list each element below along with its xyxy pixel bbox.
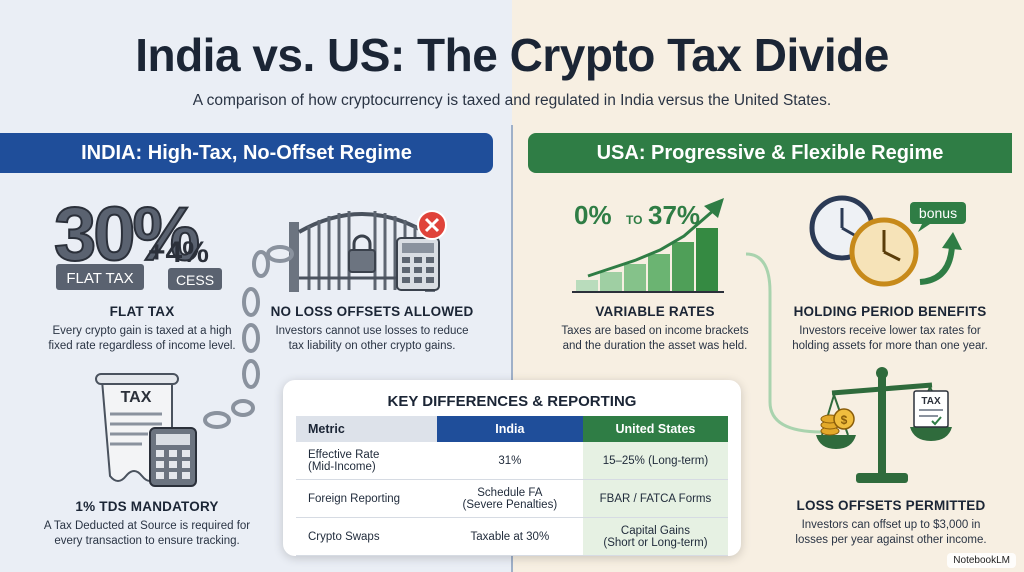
holding-heading: HOLDING PERIOD BENEFITS [793, 304, 987, 319]
rate-low-text: 0% [574, 200, 612, 230]
holding-period-feature: HOLDING PERIOD BENEFITS Investors receiv… [770, 304, 1010, 354]
india-cell: Taxable at 30% [436, 517, 583, 556]
scale-tax-label: TAX [921, 396, 941, 407]
plus-cess-text: +4% [148, 236, 209, 269]
variable-rates-desc-line1: Taxes are based on income brackets [561, 325, 749, 337]
loss-offsets-desc-line2: losses per year against other income. [795, 534, 987, 546]
loss-offsets-desc-line1: Investors can offset up to $3,000 in [801, 519, 981, 531]
bonus-label: bonus [919, 205, 957, 221]
india-line: 31% [498, 454, 522, 467]
tds-document-icon: TAX [95, 373, 197, 487]
us-cell: 15–25% (Long-term) [582, 442, 728, 480]
india-cell: Schedule FA (Severe Penalties) [436, 479, 583, 518]
us-line: 15–25% (Long-term) [602, 454, 709, 467]
india-line: Schedule FA [477, 486, 543, 499]
header-us: United States [582, 416, 728, 442]
tds-feature: 1% TDS MANDATORY A Tax Deducted at Sourc… [22, 499, 272, 549]
us-line: (Short or Long-term) [603, 536, 708, 549]
table-row: Crypto Swaps Taxable at 30% Capital Gain… [296, 517, 728, 556]
table-header-row: Metric India United States [296, 416, 728, 442]
key-differences-title: KEY DIFFERENCES & REPORTING [387, 393, 637, 410]
tds-heading: 1% TDS MANDATORY [75, 499, 219, 514]
metric-cell: Foreign Reporting [296, 479, 437, 518]
tds-tax-label: TAX [121, 389, 152, 406]
holding-desc-line2: holding assets for more than one year. [792, 340, 988, 352]
page-subtitle: A comparison of how cryptocurrency is ta… [192, 92, 832, 109]
no-loss-desc-line2: tax liability on other crypto gains. [288, 340, 456, 352]
india-banner: INDIA: High-Tax, No-Offset Regime [0, 133, 493, 173]
india-line: (Severe Penalties) [462, 498, 558, 511]
variable-rates-heading: VARIABLE RATES [595, 304, 715, 319]
flat-tax-tag: FLAT TAX [66, 270, 133, 287]
tds-desc-line2: every transaction to ensure tracking. [54, 535, 240, 547]
svg-text:$: $ [841, 413, 848, 427]
tds-desc-line1: A Tax Deducted at Source is required for [43, 520, 251, 532]
no-loss-offsets-feature: NO LOSS OFFSETS ALLOWED Investors cannot… [252, 304, 492, 354]
metric-line: Crypto Swaps [308, 530, 380, 543]
header-metric: Metric [296, 416, 437, 442]
usa-banner: USA: Progressive & Flexible Regime [528, 133, 1012, 173]
holding-period-clock-icon: bonus [809, 195, 966, 287]
table-row: Effective Rate (Mid-Income) 31% 15–25% (… [296, 442, 728, 480]
flat-tax-desc-line2: fixed rate regardless of income level. [48, 340, 236, 352]
loss-offsets-feature: LOSS OFFSETS PERMITTED Investors can off… [762, 498, 1020, 548]
us-line: FBAR / FATCA Forms [599, 492, 712, 505]
metric-line: (Mid-Income) [308, 460, 376, 473]
variable-rates-icon: 0% TO 37% [572, 198, 724, 293]
cess-tag: CESS [176, 272, 214, 288]
metric-cell: Effective Rate (Mid-Income) [296, 442, 437, 480]
us-cell: Capital Gains (Short or Long-term) [582, 517, 728, 556]
flat-tax-heading: FLAT TAX [109, 304, 175, 319]
rate-high-text: 37% [648, 200, 700, 230]
metric-line: Effective Rate [308, 448, 380, 461]
no-loss-desc-line1: Investors cannot use losses to reduce [275, 325, 469, 337]
center-divider [511, 125, 513, 572]
metric-line: Foreign Reporting [308, 492, 401, 505]
rate-to-text: TO [626, 213, 642, 227]
loss-offsets-heading: LOSS OFFSETS PERMITTED [796, 498, 986, 513]
usa-connector-line [745, 252, 823, 434]
table-row: Foreign Reporting Schedule FA (Severe Pe… [296, 479, 728, 518]
thirty-percent-text: 30% [54, 192, 199, 277]
us-cell: FBAR / FATCA Forms [582, 479, 728, 518]
key-differences-panel: KEY DIFFERENCES & REPORTING Metric India… [283, 380, 741, 556]
header-india: India [436, 416, 583, 442]
variable-rates-feature: VARIABLE RATES Taxes are based on income… [540, 304, 770, 354]
balance-scale-icon: $ TAX [816, 367, 952, 483]
key-differences-table: Metric India United States Effective Rat… [296, 416, 728, 556]
holding-desc-line1: Investors receive lower tax rates for [799, 325, 981, 337]
locked-gate-icon [289, 210, 447, 292]
us-line: Capital Gains [620, 524, 690, 537]
metric-cell: Crypto Swaps [296, 517, 437, 556]
flat-tax-feature: FLAT TAX Every crypto gain is taxed at a… [22, 304, 262, 354]
flat-tax-desc-line1: Every crypto gain is taxed at a high [52, 325, 232, 337]
variable-rates-desc-line2: and the duration the asset was held. [562, 340, 748, 352]
flat-tax-icon: 30% +4% FLAT TAX CESS [53, 192, 222, 290]
chain-icon [203, 245, 294, 429]
no-loss-heading: NO LOSS OFFSETS ALLOWED [270, 304, 474, 319]
page-title: India vs. US: The Crypto Tax Divide [135, 29, 889, 81]
india-cell: 31% [436, 442, 583, 480]
india-line: Taxable at 30% [470, 530, 550, 543]
brand-watermark: NotebookLM [947, 553, 1016, 568]
